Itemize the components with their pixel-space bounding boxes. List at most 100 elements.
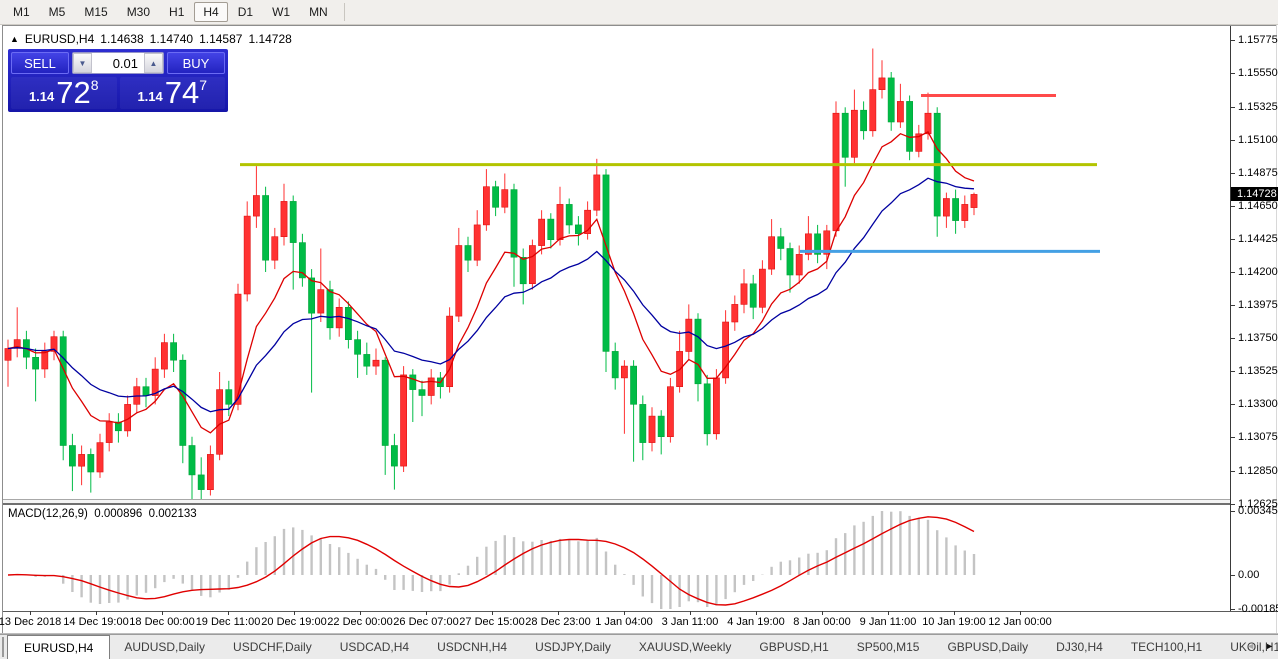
price-chart-canvas[interactable]	[0, 26, 1230, 611]
time-axis-label: 28 Dec 23:00	[525, 616, 591, 628]
timeframe-button-mn[interactable]: MN	[309, 5, 328, 19]
timeframe-toolbar: M1 M5 M15 M30 H1 H4 D1 W1 MN	[0, 0, 1278, 25]
volume-input[interactable]: 0.01	[112, 55, 138, 71]
price-axis-label: 1.13075	[1238, 431, 1278, 444]
tab-scroll-right-icon[interactable]: ►	[1265, 641, 1274, 651]
time-axis-label: 20 Dec 19:00	[261, 616, 327, 628]
macd-axis-label: -0.001851	[1238, 603, 1278, 615]
time-axis-label: 10 Jan 19:00	[922, 616, 986, 628]
buy-button[interactable]: BUY	[167, 52, 225, 74]
timeframe-button-m5[interactable]: M5	[48, 5, 66, 19]
sell-price-pip: 8	[90, 77, 99, 93]
time-axis-tick	[888, 611, 889, 615]
time-axis-separator	[3, 611, 1277, 612]
chart-symbol-period: EURUSD,H4	[24, 32, 95, 46]
price-axis-label: 1.12850	[1238, 464, 1278, 477]
time-axis-tick	[558, 611, 559, 615]
macd-signal-value: 0.002133	[148, 508, 197, 520]
chart-tab-sp500-m15[interactable]: SP500,M15	[856, 640, 920, 654]
chart-tab-xauusd-weekly[interactable]: XAUUSD,Weekly	[638, 640, 732, 654]
sell-button[interactable]: SELL	[11, 52, 69, 74]
price-axis-label: 1.15550	[1238, 67, 1278, 80]
timeframe-button-h4[interactable]: H4	[194, 2, 228, 22]
price-axis-label: 1.15100	[1238, 133, 1278, 146]
price-axis-tick	[1230, 437, 1235, 439]
tab-scroll-left-icon[interactable]: ◄	[1246, 641, 1256, 651]
price-axis-label: 1.14650	[1238, 199, 1278, 212]
sell-price-display[interactable]: 1.14 72 8	[11, 77, 117, 109]
volume-increase-icon[interactable]: ▲	[144, 53, 163, 73]
chart-tab-dj30-h4[interactable]: DJ30,H4	[1056, 640, 1103, 654]
one-click-trading-panel: SELL ▼ 0.01 ▲ BUY 1.14 72 8 1.14 74 7	[8, 49, 228, 112]
time-axis-label: 4 Jan 19:00	[727, 616, 785, 628]
macd-name: MACD(12,26,9)	[8, 508, 88, 520]
chart-tab-tech100-h1[interactable]: TECH100,H1	[1130, 640, 1203, 654]
time-axis-tick	[30, 611, 31, 615]
price-axis-tick	[1230, 205, 1235, 207]
time-axis-tick	[756, 611, 757, 615]
price-axis-label: 1.15775	[1238, 34, 1278, 47]
price-axis-tick	[1230, 305, 1235, 307]
volume-decrease-icon[interactable]: ▼	[73, 53, 92, 73]
time-axis-tick	[426, 611, 427, 615]
timeframe-button-m1[interactable]: M1	[13, 5, 30, 19]
indicator-splitter[interactable]	[3, 499, 1230, 505]
buy-price-display[interactable]: 1.14 74 7	[119, 75, 225, 111]
macd-axis-label: 0.003452	[1238, 505, 1278, 517]
timeframe-button-m15[interactable]: M15	[84, 5, 108, 19]
macd-axis-label: 0.00	[1238, 569, 1260, 581]
time-axis-label: 22 Dec 00:00	[327, 616, 393, 628]
chart-tab-gbpusd-daily[interactable]: GBPUSD,Daily	[947, 640, 1029, 654]
chart-tab-audusd-daily[interactable]: AUDUSD,Daily	[124, 640, 206, 654]
chart-title: ▲ EURUSD,H4 1.14638 1.14740 1.14587 1.14…	[10, 32, 292, 46]
macd-axis-tick	[1230, 511, 1235, 512]
macd-axis-tick	[1230, 609, 1235, 610]
chart-tab-usdchf-daily[interactable]: USDCHF,Daily	[233, 640, 312, 654]
price-axis-label: 1.13525	[1238, 365, 1278, 378]
chart-expand-icon[interactable]: ▲	[10, 34, 19, 44]
price-axis-tick	[1230, 470, 1235, 472]
chart-tab-usdcnh-h4[interactable]: USDCNH,H4	[437, 640, 508, 654]
chart-close: 1.14728	[248, 32, 292, 46]
chart-high: 1.14740	[149, 32, 194, 46]
chart-frame-right	[1276, 25, 1277, 633]
sell-price-big: 72	[56, 75, 91, 111]
chart-tab-ukoil-h1[interactable]: UKOil,H1	[1230, 640, 1278, 654]
timeframe-button-m30[interactable]: M30	[126, 5, 151, 19]
tab-scroll-buttons: ◄ ►	[1246, 636, 1274, 656]
price-axis-tick	[1230, 40, 1235, 42]
chart-tab-bar: EURUSD,H4 AUDUSD,Daily USDCHF,Daily USDCAD,…	[0, 634, 1278, 659]
current-price-tag: 1.14728	[1231, 187, 1278, 202]
macd-indicator-label: MACD(12,26,9) 0.000896 0.002133	[8, 508, 197, 520]
buy-price-pip: 7	[199, 77, 208, 93]
tab-bar-grip[interactable]	[2, 637, 4, 657]
macd-axis-tick	[1230, 575, 1235, 576]
time-axis-label: 26 Dec 07:00	[393, 616, 459, 628]
time-axis-tick	[360, 611, 361, 615]
chart-tab-eurusd-h4[interactable]: EURUSD,H4	[7, 635, 111, 659]
time-axis-label: 13 Dec 2018	[0, 616, 62, 628]
timeframe-button-w1[interactable]: W1	[272, 5, 291, 19]
time-axis-tick	[954, 611, 955, 615]
price-axis-tick	[1230, 73, 1235, 75]
chart-tab-usdjpy-daily[interactable]: USDJPY,Daily	[535, 640, 611, 654]
toolbar-separator	[343, 3, 345, 21]
time-axis-tick	[492, 611, 493, 615]
time-axis-tick	[624, 611, 625, 615]
time-axis-tick	[822, 611, 823, 615]
timeframe-button-d1[interactable]: D1	[237, 5, 254, 19]
price-axis-label: 1.12625	[1238, 497, 1278, 510]
chart-tab-gbpusd-h1[interactable]: GBPUSD,H1	[759, 640, 829, 654]
price-axis-label: 1.14425	[1238, 232, 1278, 245]
time-axis-label: 14 Dec 19:00	[63, 616, 129, 628]
price-axis-tick	[1230, 139, 1235, 141]
time-axis-label: 27 Dec 15:00	[459, 616, 525, 628]
buy-price-big: 74	[164, 75, 200, 111]
time-axis-tick	[96, 611, 97, 615]
chart-open: 1.14638	[100, 32, 144, 46]
chart-tab-usdcad-h4[interactable]: USDCAD,H4	[339, 640, 410, 654]
time-axis-label: 3 Jan 11:00	[661, 616, 719, 628]
price-axis-tick	[1230, 338, 1235, 340]
timeframe-button-h1[interactable]: H1	[169, 5, 185, 19]
